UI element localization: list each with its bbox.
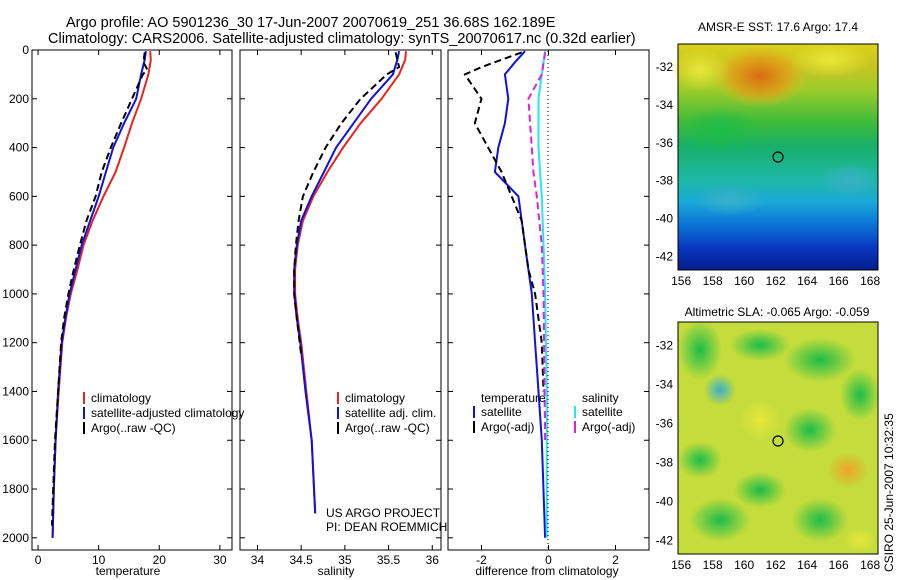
sst_map-y-tick-label: -40 — [656, 212, 674, 226]
sla_map-x-tick-label: 162 — [766, 558, 786, 572]
depth-y-tick-label: 1800 — [2, 482, 29, 496]
legend-label-satellite: satellite-adjusted climatology — [91, 406, 244, 420]
temperature-x-tick-label: 20 — [153, 553, 167, 567]
sla_map-x-tick-label: 164 — [797, 558, 817, 572]
sla_map-x-tick-label: 166 — [829, 558, 849, 572]
depth-y-tick-label: 200 — [9, 92, 29, 106]
salinity-x-label: salinity — [318, 564, 355, 578]
difference-legend: temperature salinity satellite Argo(-adj… — [473, 391, 635, 434]
sla-map-image — [678, 320, 880, 554]
legend-title-temperature: temperature — [481, 391, 546, 405]
salinity-x-tick-label: 34.5 — [289, 553, 313, 567]
salinity-x-tick-label: 35 — [338, 553, 352, 567]
difference-series-temperature-argo-adj- — [463, 51, 545, 392]
salinity-x-tick-label: 35.5 — [377, 553, 401, 567]
temperature-axes-frame — [31, 49, 233, 551]
difference-series-salinity-argo-adj- — [527, 52, 547, 441]
sst_map-x-tick-label: 158 — [703, 274, 723, 288]
sla_map-y-tick-label: -40 — [656, 494, 674, 508]
sla_map-y-tick-label: -32 — [656, 338, 674, 352]
figure-title-line1: Argo profile: AO 5901236_30 17-Jun-2007 … — [66, 15, 556, 31]
sst_map-x-tick-label: 160 — [734, 274, 754, 288]
difference-series-salinity-satellite — [537, 51, 548, 538]
sla_map-x-tick-label: 156 — [671, 558, 691, 572]
sla_map-x-tick-label: 168 — [860, 558, 880, 572]
legend-label-argo: Argo(..raw -QC) — [91, 421, 176, 435]
difference-x-tick-label: -2 — [476, 553, 487, 567]
temperature-series-argo-raw-qc- — [51, 52, 149, 526]
sla-argo-marker — [772, 435, 784, 447]
salinity-series-argo-raw-qc- — [293, 52, 401, 356]
depth-y-tick-label: 1400 — [2, 384, 29, 398]
side-timestamp-label: CSIRO 25-Jun-2007 10:32:35 — [882, 413, 896, 572]
temperature-x-tick-label: 0 — [35, 553, 42, 567]
sst-argo-marker — [772, 151, 784, 163]
sst_map-y-tick-label: -36 — [656, 136, 674, 150]
salinity-x-tick-label: 36 — [426, 553, 440, 567]
depth-y-tick-label: 2000 — [2, 531, 29, 545]
legend-label-satellite: satellite adj. clim. — [345, 406, 436, 420]
sst_map-y-tick-label: -34 — [656, 98, 674, 112]
legend-label-climatology: climatology — [91, 391, 151, 405]
salinity-series-satellite-adj-clim- — [293, 50, 401, 514]
salinity-axes-frame — [239, 49, 442, 551]
sla_map-x-tick-label: 158 — [703, 558, 723, 572]
sla_map-y-tick-label: -38 — [656, 455, 674, 469]
difference-series-temperature-satellite — [493, 50, 547, 538]
salinity-legend: climatology satellite adj. clim. Argo(..… — [337, 391, 436, 435]
sst-map-frame — [677, 43, 879, 271]
temperature-x-tick-label: 30 — [213, 553, 227, 567]
sst_map-y-tick-label: -42 — [656, 250, 674, 264]
sla-map-frame — [677, 321, 879, 555]
legend-title-salinity: salinity — [582, 391, 619, 405]
figure-title-line2: Climatology: CARS2006. Satellite-adjuste… — [48, 31, 636, 47]
salinity-x-tick-label: 34 — [251, 553, 265, 567]
sst_map-x-tick-label: 162 — [766, 274, 786, 288]
legend-label-sal-argo: Argo(-adj) — [582, 420, 635, 434]
legend-label-sal-satellite: satellite — [582, 405, 623, 419]
sla-map-title: Altimetric SLA: -0.065 Argo: -0.059 — [685, 305, 870, 319]
depth-y-tick-label: 400 — [9, 141, 29, 155]
legend-label-temp-satellite: satellite — [481, 405, 522, 419]
depth-y-tick-label: 1000 — [2, 287, 29, 301]
sst-map-title: AMSR-E SST: 17.6 Argo: 17.4 — [698, 20, 858, 34]
temperature-legend: climatology satellite-adjusted climatolo… — [83, 391, 244, 435]
difference-x-tick-label: 0 — [545, 553, 552, 567]
temperature-x-label: temperature — [96, 564, 161, 578]
depth-y-tick-label: 600 — [9, 189, 29, 203]
sst_map-y-tick-label: -38 — [656, 174, 674, 188]
sst_map-x-tick-label: 166 — [829, 274, 849, 288]
legend-label-climatology: climatology — [345, 391, 405, 405]
legend-label-argo: Argo(..raw -QC) — [345, 421, 430, 435]
sla_map-y-tick-label: -42 — [656, 533, 674, 547]
sla_map-y-tick-label: -36 — [656, 416, 674, 430]
sst-map-image — [670, 42, 880, 270]
sst_map-y-tick-label: -32 — [656, 60, 674, 74]
difference-x-label: difference from climatology — [475, 564, 618, 578]
sst_map-x-tick-label: 156 — [671, 274, 691, 288]
depth-y-tick-label: 800 — [9, 238, 29, 252]
legend-label-temp-argo: Argo(-adj) — [481, 420, 534, 434]
sla_map-x-tick-label: 160 — [734, 558, 754, 572]
difference-x-tick-label: 2 — [612, 553, 619, 567]
depth-y-tick-label: 0 — [22, 43, 29, 57]
depth-y-tick-label: 1600 — [2, 433, 29, 447]
depth-y-tick-label: 1200 — [2, 336, 29, 350]
project-label-line2: PI: DEAN ROEMMICH — [326, 520, 447, 534]
project-label-line1: US ARGO PROJECT — [326, 506, 441, 520]
temperature-x-tick-label: 10 — [92, 553, 106, 567]
sst_map-x-tick-label: 168 — [860, 274, 880, 288]
sst_map-x-tick-label: 164 — [797, 274, 817, 288]
sla_map-y-tick-label: -34 — [656, 377, 674, 391]
